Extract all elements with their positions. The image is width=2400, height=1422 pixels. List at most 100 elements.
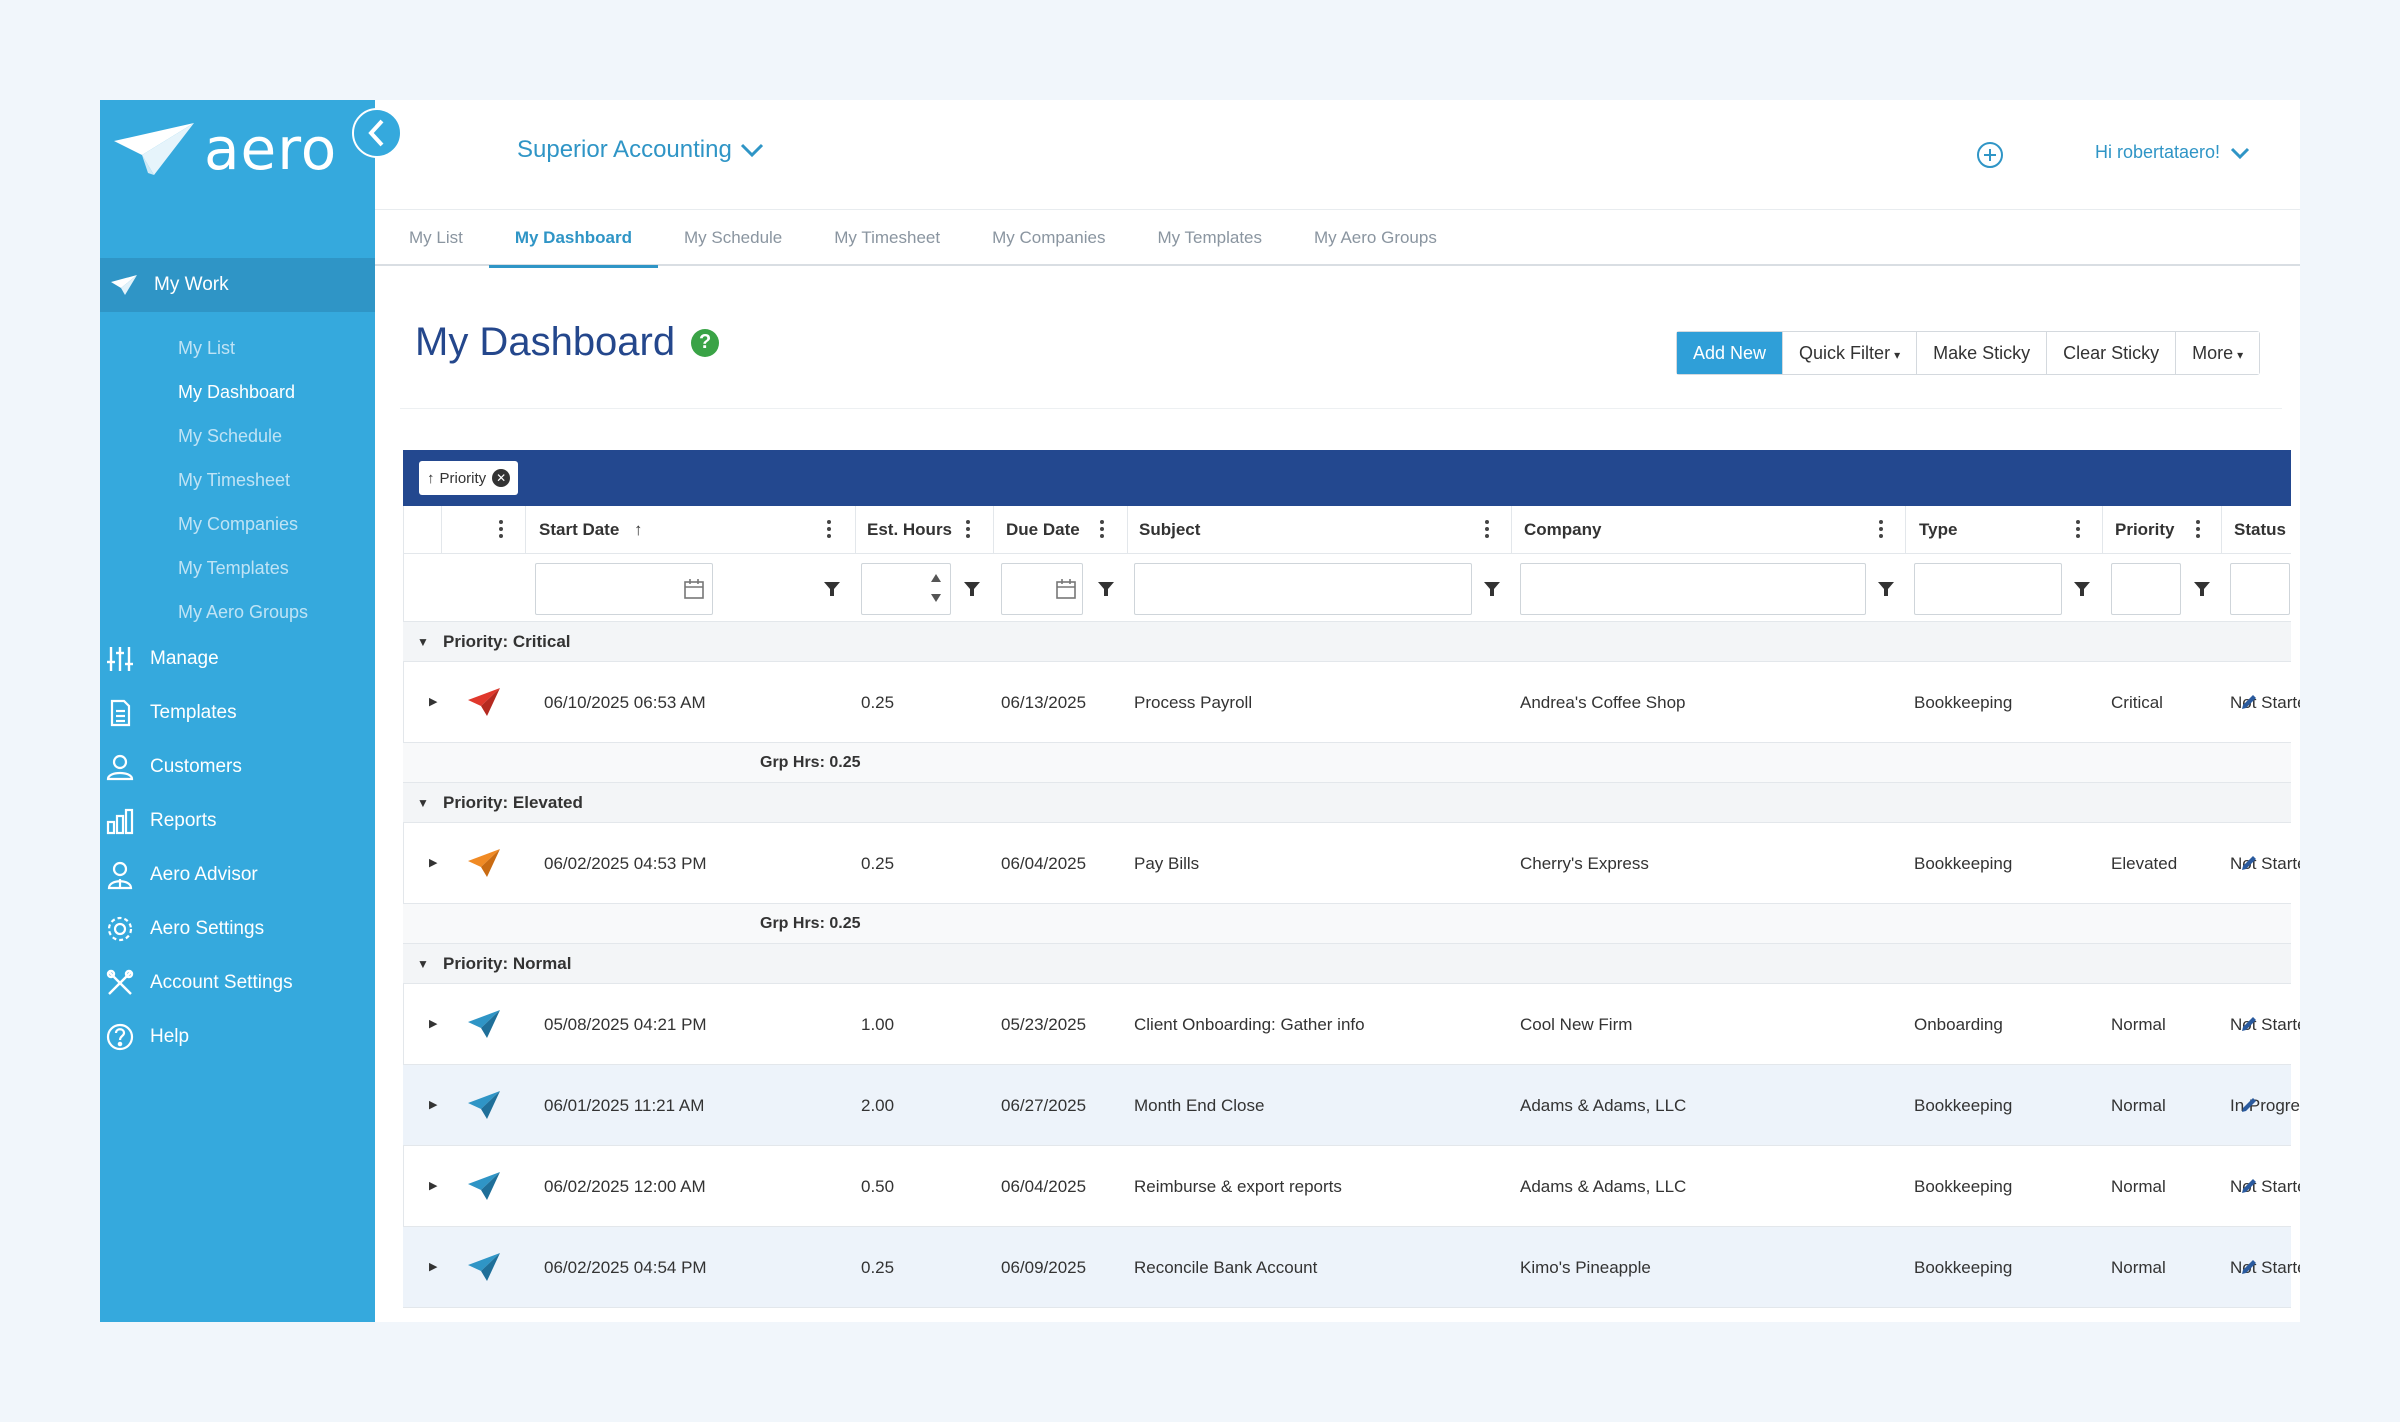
filter-icon[interactable] bbox=[2073, 580, 2091, 598]
remove-group-icon[interactable]: ✕ bbox=[492, 469, 511, 487]
subnav-item-my-dashboard[interactable]: My Dashboard bbox=[178, 382, 296, 402]
column-menu-icon[interactable] bbox=[1879, 518, 1883, 540]
table-row[interactable]: ▶ 06/02/2025 04:53 PM 0.25 06/04/2025 Pa… bbox=[403, 823, 2300, 904]
subject-cell[interactable]: Pay Bills bbox=[1134, 854, 1200, 873]
org-selector[interactable]: Superior Accounting bbox=[517, 136, 764, 164]
column-header-est-hours[interactable]: Est. Hours bbox=[867, 520, 953, 539]
filter-icon[interactable] bbox=[963, 580, 981, 598]
table-row[interactable]: ▶ 06/01/2025 11:21 AM 2.00 06/27/2025 Mo… bbox=[403, 1065, 2300, 1146]
filter-icon[interactable] bbox=[1097, 580, 1115, 598]
edit-pencil-icon[interactable] bbox=[2239, 1095, 2259, 1115]
column-menu-icon[interactable] bbox=[827, 518, 831, 540]
edit-pencil-icon[interactable] bbox=[2239, 1176, 2259, 1196]
subnav-item-my-list[interactable]: My List bbox=[178, 338, 236, 358]
subject-cell[interactable]: Reimburse & export reports bbox=[1134, 1177, 1342, 1196]
group-header-critical[interactable]: ▼ Priority: Critical bbox=[403, 622, 2291, 662]
company-cell[interactable]: Cool New Firm bbox=[1520, 1015, 1633, 1034]
subnav-item-my-timesheet[interactable]: My Timesheet bbox=[178, 470, 291, 490]
add-circle-icon[interactable] bbox=[1975, 140, 2005, 170]
filter-icon[interactable] bbox=[1877, 580, 1895, 598]
column-menu-icon[interactable] bbox=[1485, 518, 1489, 540]
tab-my-companies[interactable]: My Companies bbox=[992, 228, 1106, 247]
status-filter-input[interactable] bbox=[2230, 563, 2290, 615]
aero-logo[interactable]: aero bbox=[112, 114, 337, 184]
tab-my-dashboard[interactable]: My Dashboard bbox=[488, 210, 659, 268]
sidebar-item-account-settings[interactable]: Account Settings bbox=[100, 956, 375, 1010]
sidebar-item-aero-settings[interactable]: Aero Settings bbox=[100, 902, 375, 956]
company-cell[interactable]: Cherry's Express bbox=[1520, 854, 1649, 873]
table-row[interactable]: ▶ 06/02/2025 04:54 PM 0.25 06/09/2025 Re… bbox=[403, 1227, 2300, 1308]
company-filter-input[interactable] bbox=[1520, 563, 1866, 615]
expand-row-icon[interactable]: ▶ bbox=[429, 1261, 438, 1273]
due-date-filter-input[interactable] bbox=[1001, 563, 1083, 615]
subnav-item-my-companies[interactable]: My Companies bbox=[178, 514, 299, 534]
sidebar-collapse-button[interactable] bbox=[352, 108, 402, 158]
group-chip-priority[interactable]: ↑ Priority ✕ bbox=[419, 461, 519, 495]
calendar-icon[interactable] bbox=[683, 578, 705, 600]
column-header-status[interactable]: Status bbox=[2234, 520, 2286, 539]
expand-row-icon[interactable]: ▶ bbox=[429, 696, 438, 708]
subnav-item-my-templates[interactable]: My Templates bbox=[178, 558, 289, 578]
tab-my-aero-groups[interactable]: My Aero Groups bbox=[1314, 228, 1437, 247]
sidebar-item-aero-advisor[interactable]: Aero Advisor bbox=[100, 848, 375, 902]
expand-row-icon[interactable]: ▶ bbox=[429, 1099, 438, 1111]
sidebar-item-customers[interactable]: Customers bbox=[100, 740, 375, 794]
subnav-item-my-schedule[interactable]: My Schedule bbox=[178, 426, 283, 446]
sidebar-item-manage[interactable]: Manage bbox=[100, 632, 375, 686]
help-icon[interactable]: ? bbox=[691, 328, 720, 357]
subject-filter-input[interactable] bbox=[1134, 563, 1472, 615]
expand-row-icon[interactable]: ▶ bbox=[429, 1180, 438, 1192]
column-header-type[interactable]: Type bbox=[1919, 520, 1958, 539]
sidebar-item-templates[interactable]: Templates bbox=[100, 686, 375, 740]
column-header-subject[interactable]: Subject bbox=[1139, 520, 1201, 539]
make-sticky-button[interactable]: Make Sticky bbox=[1916, 332, 2047, 374]
edit-pencil-icon[interactable] bbox=[2239, 1257, 2259, 1277]
more-button[interactable]: More ▾ bbox=[2175, 332, 2260, 374]
priority-filter-input[interactable] bbox=[2111, 563, 2181, 615]
table-row[interactable]: ▶ 06/10/2025 06:53 AM 0.25 06/13/2025 Pr… bbox=[403, 662, 2300, 743]
edit-pencil-icon[interactable] bbox=[2239, 853, 2259, 873]
table-row[interactable]: ▶ 05/08/2025 04:21 PM 1.00 05/23/2025 Cl… bbox=[403, 984, 2300, 1065]
sidebar-item-reports[interactable]: Reports bbox=[100, 794, 375, 848]
est-hours-filter-input[interactable] bbox=[861, 563, 951, 615]
expand-row-icon[interactable]: ▶ bbox=[429, 1018, 438, 1030]
group-header-elevated[interactable]: ▼ Priority: Elevated bbox=[403, 783, 2291, 823]
tab-my-list[interactable]: My List bbox=[409, 228, 463, 247]
subject-cell[interactable]: Client Onboarding: Gather info bbox=[1134, 1015, 1365, 1034]
add-new-button[interactable]: Add New bbox=[1677, 332, 1783, 374]
company-cell[interactable]: Kimo's Pineapple bbox=[1520, 1258, 1651, 1277]
type-filter-input[interactable] bbox=[1914, 563, 2062, 615]
sidebar-item-help[interactable]: Help bbox=[100, 1010, 375, 1064]
column-menu-icon[interactable] bbox=[966, 518, 970, 540]
filter-icon[interactable] bbox=[1483, 580, 1501, 598]
expand-row-icon[interactable]: ▶ bbox=[429, 857, 438, 869]
filter-icon[interactable] bbox=[2193, 580, 2211, 598]
subject-cell[interactable]: Process Payroll bbox=[1134, 693, 1253, 712]
tab-my-schedule[interactable]: My Schedule bbox=[683, 228, 783, 247]
column-menu-icon[interactable] bbox=[2076, 518, 2080, 540]
sidebar-item-my-work[interactable]: My Work bbox=[100, 258, 375, 312]
column-menu-icon[interactable] bbox=[1100, 518, 1104, 540]
company-cell[interactable]: Andrea's Coffee Shop bbox=[1520, 693, 1686, 712]
table-row[interactable]: ▶ 06/02/2025 12:00 AM 0.50 06/04/2025 Re… bbox=[403, 1146, 2300, 1227]
tab-my-templates[interactable]: My Templates bbox=[1157, 228, 1263, 247]
subject-cell[interactable]: Month End Close bbox=[1134, 1096, 1265, 1115]
subject-cell[interactable]: Reconcile Bank Account bbox=[1134, 1258, 1318, 1277]
column-header-due-date[interactable]: Due Date bbox=[1006, 520, 1080, 539]
company-cell[interactable]: Adams & Adams, LLC bbox=[1520, 1177, 1687, 1196]
stepper-icon[interactable] bbox=[929, 568, 943, 608]
edit-pencil-icon[interactable] bbox=[2239, 692, 2259, 712]
user-menu[interactable]: Hi robertataero! bbox=[2095, 142, 2250, 163]
column-menu-icon[interactable] bbox=[2196, 518, 2200, 540]
clear-sticky-button[interactable]: Clear Sticky bbox=[2046, 332, 2176, 374]
calendar-icon[interactable] bbox=[1055, 578, 1077, 600]
column-header-start-date[interactable]: Start Date ↑ bbox=[539, 506, 643, 554]
edit-pencil-icon[interactable] bbox=[2239, 1014, 2259, 1034]
group-header-normal[interactable]: ▼ Priority: Normal bbox=[403, 944, 2291, 984]
column-header-company[interactable]: Company bbox=[1524, 520, 1602, 539]
company-cell[interactable]: Adams & Adams, LLC bbox=[1520, 1096, 1687, 1115]
filter-icon[interactable] bbox=[823, 580, 841, 598]
column-menu-icon[interactable] bbox=[499, 518, 503, 540]
quick-filter-button[interactable]: Quick Filter ▾ bbox=[1782, 332, 1917, 374]
subnav-item-my-aero-groups[interactable]: My Aero Groups bbox=[178, 602, 309, 622]
